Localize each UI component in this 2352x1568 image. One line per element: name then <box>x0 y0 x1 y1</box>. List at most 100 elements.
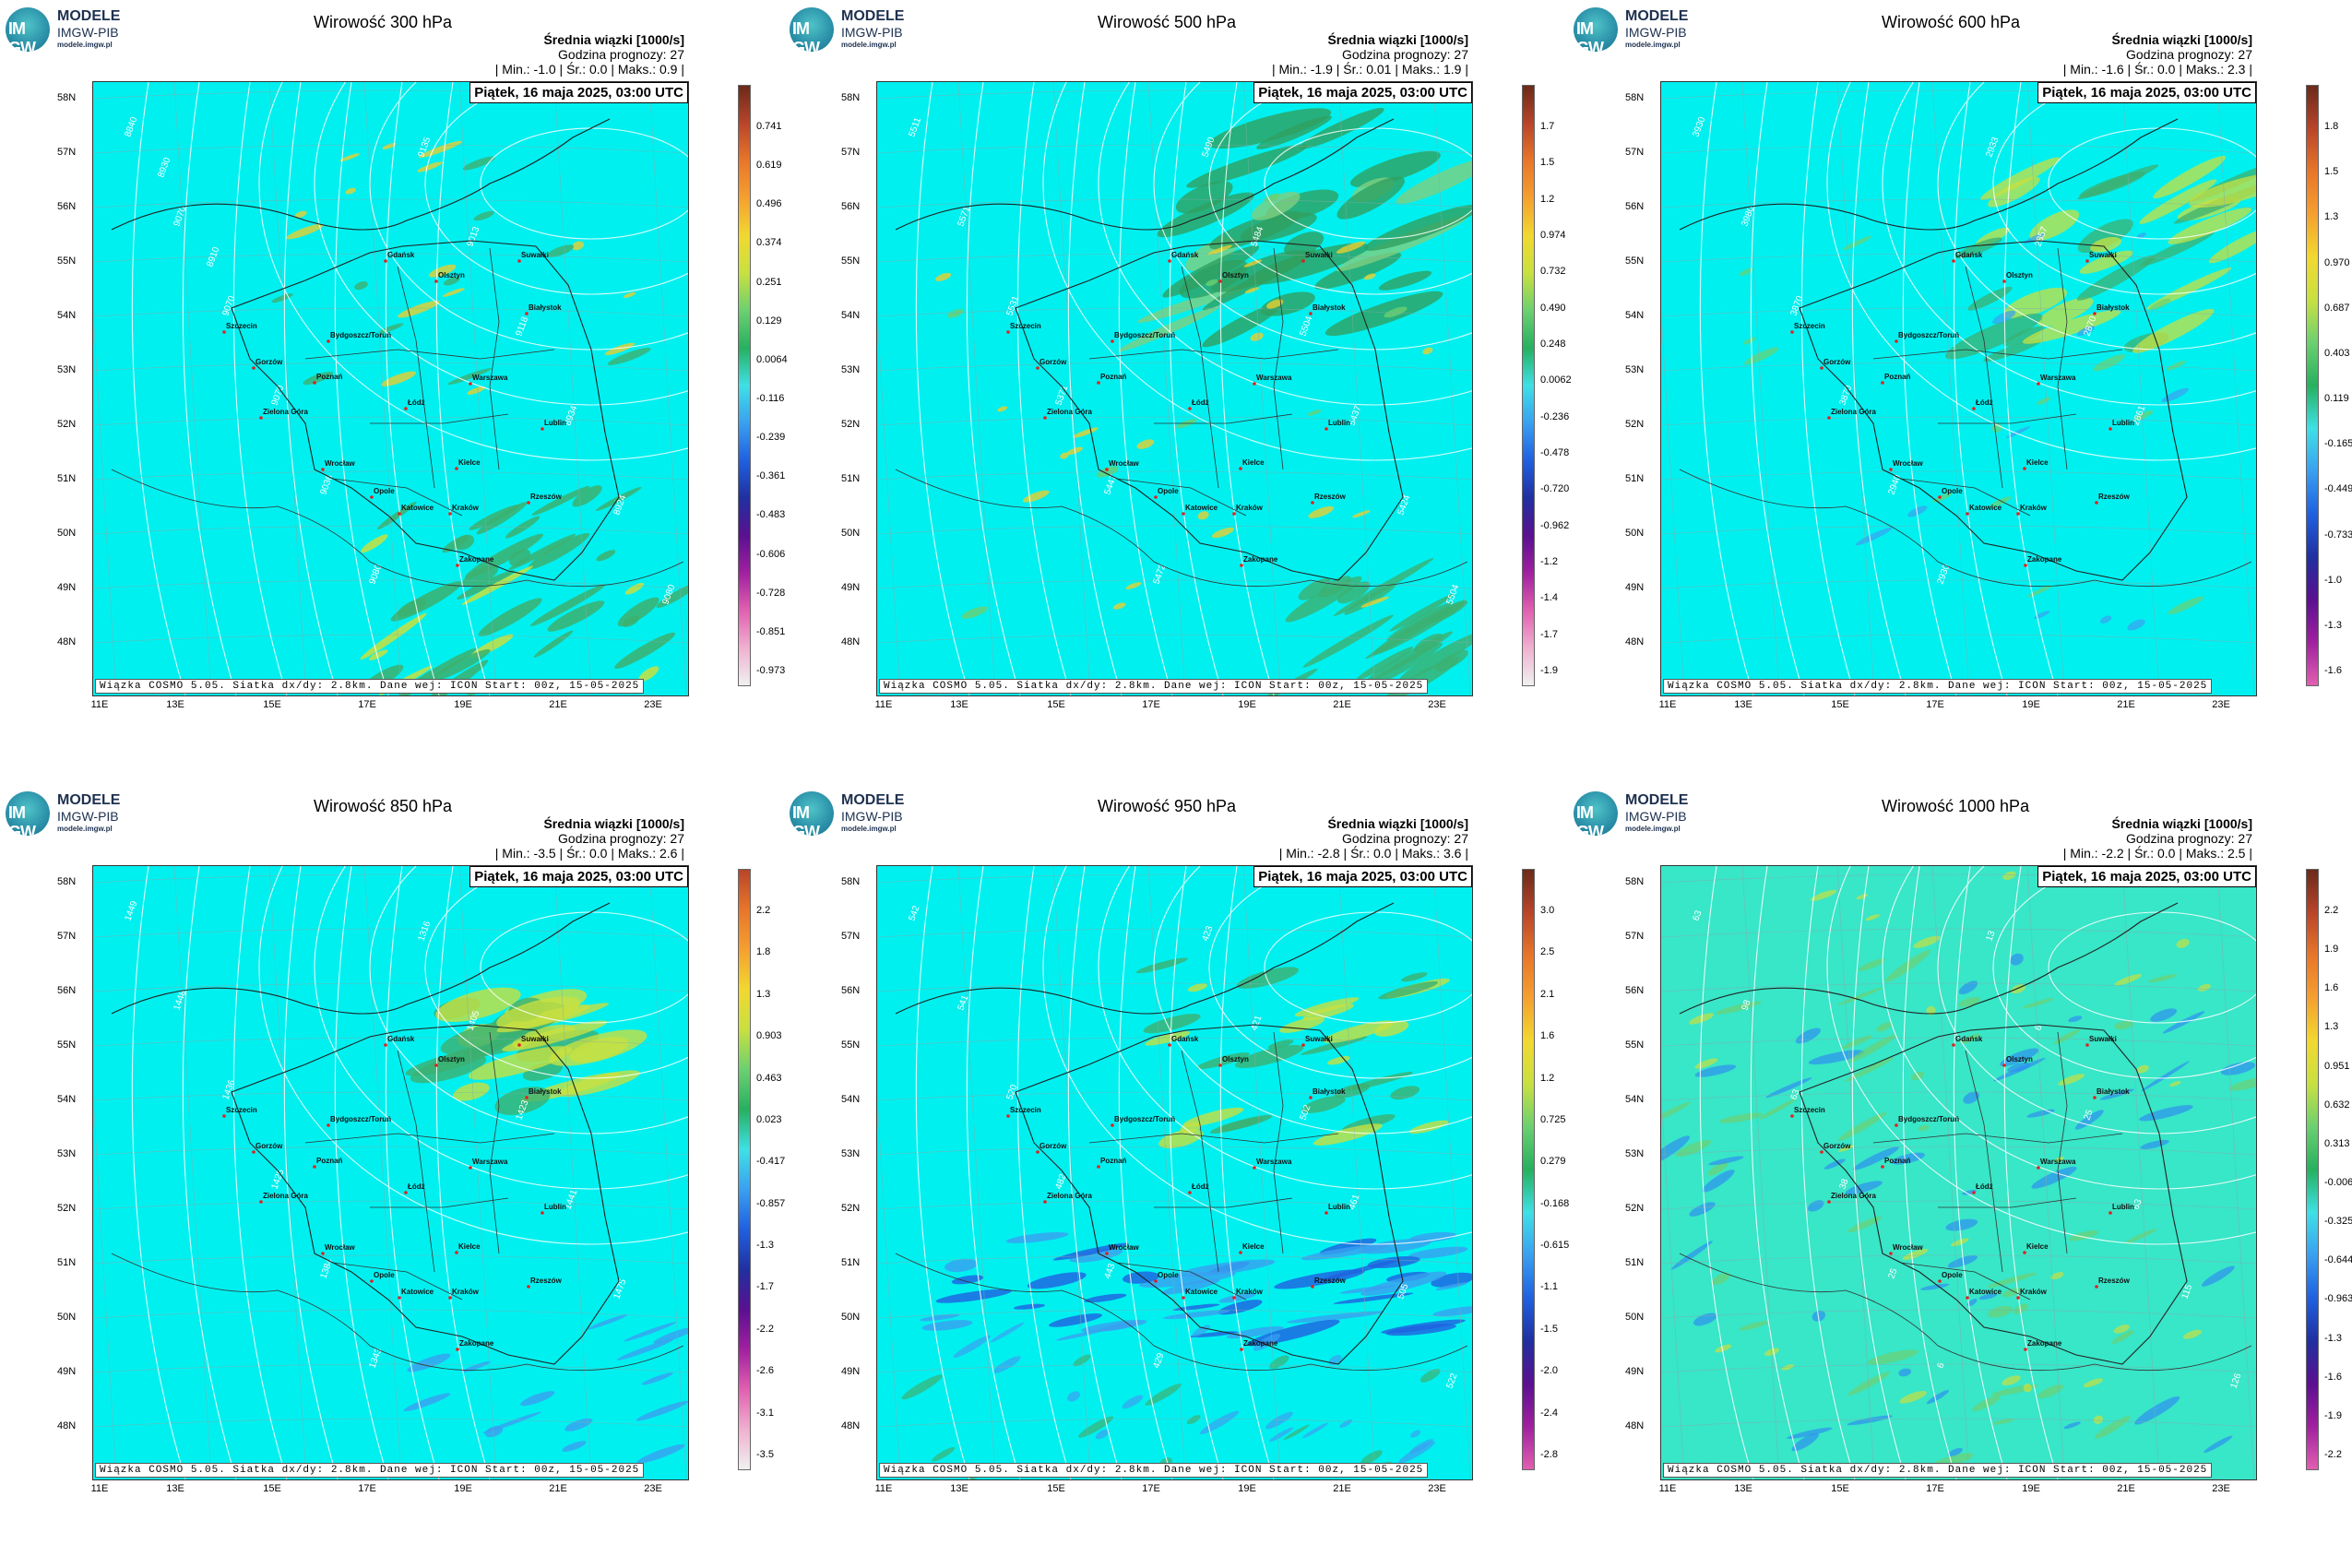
colorbar-tick: 1.8 <box>2324 121 2339 132</box>
vorticity-band <box>390 581 462 622</box>
city-marker <box>398 512 401 516</box>
vorticity-band <box>1408 1246 1468 1259</box>
city-label: Opole <box>1942 1271 1963 1279</box>
vorticity-band <box>1708 1156 1744 1166</box>
city-label: Katowice <box>1969 504 2002 512</box>
city-marker <box>456 1348 459 1351</box>
latitude-label: 51N <box>841 473 861 484</box>
vorticity-band <box>1145 1030 1191 1046</box>
colorbar-tick: 1.3 <box>2324 1021 2339 1033</box>
vorticity-band <box>1294 997 1360 1017</box>
latitude-label: 54N <box>1625 310 1645 321</box>
vorticity-band <box>1431 600 1468 623</box>
city-label: Gdańsk <box>387 1035 415 1043</box>
colorbar-tick: 0.490 <box>1540 302 1566 314</box>
vorticity-band <box>953 1335 991 1359</box>
logo-text: MODELE IMGW-PIB modele.imgw.pl <box>1625 9 1688 49</box>
vorticity-band <box>1095 1429 1110 1440</box>
latitude-label: 55N <box>57 255 77 267</box>
latitude-label: 58N <box>1625 92 1645 103</box>
vorticity-band <box>636 1443 685 1464</box>
country-borders <box>1679 902 2252 1372</box>
vorticity-band <box>2114 974 2143 986</box>
colorbar-tick: 1.6 <box>2324 982 2339 994</box>
vorticity-band <box>1299 107 1384 149</box>
latitude-label: 49N <box>57 582 77 593</box>
vorticity-band <box>1363 273 1376 280</box>
city-label: Opole <box>1158 487 1179 495</box>
vorticity-band <box>2176 938 2190 948</box>
imgw-logo-icon: IM GW <box>1574 791 1618 836</box>
latitude-label: 57N <box>841 931 861 942</box>
city-label: Suwałki <box>2089 251 2117 259</box>
city-label: Gdańsk <box>1171 251 1199 259</box>
vorticity-band <box>1072 427 1099 438</box>
colorbar-tick: 0.0064 <box>756 353 788 365</box>
forecast-hour: Godzina prognozy: 27 <box>1342 831 1468 846</box>
valid-time: Piątek, 16 maja 2025, 03:00 UTC <box>1253 82 1472 103</box>
city-label: Suwałki <box>521 1035 549 1043</box>
vorticity-band <box>596 550 616 562</box>
vorticity-band <box>2010 953 2024 966</box>
baltic-coast <box>1679 118 2179 231</box>
vorticity-band <box>2083 1378 2104 1388</box>
vorticity-band <box>1302 1004 1355 1021</box>
baltic-coast <box>895 902 1395 1015</box>
vorticity-band <box>1081 1319 1147 1333</box>
vorticity-band <box>1319 576 1352 598</box>
vorticity-band <box>935 1289 1012 1303</box>
colorbar-tick: -0.963 <box>2324 1293 2352 1305</box>
colorbar-tick: 0.951 <box>2324 1060 2350 1072</box>
vorticity-band <box>1715 1001 1762 1015</box>
colorbar-tick: -1.6 <box>2324 665 2342 676</box>
vorticity-band <box>2134 410 2154 421</box>
latitude-label: 58N <box>1625 876 1645 887</box>
vorticity-band <box>1163 1310 1230 1320</box>
city-marker <box>1105 1252 1109 1255</box>
imgw-logo: IM GW MODELE IMGW-PIB modele.imgw.pl <box>1574 7 1758 53</box>
stats-line: | Min.: -1.0 | Śr.: 0.0 | Maks.: 0.9 | <box>494 62 684 77</box>
city-label: Olsztyn <box>1222 1055 1249 1063</box>
city-marker <box>1952 1043 1955 1047</box>
vorticity-band <box>453 1082 490 1101</box>
city-label: Wrocław <box>1893 459 1924 468</box>
vorticity-band <box>339 153 360 161</box>
city-label: Szczecin <box>1794 1106 1825 1114</box>
longitude-label: 13E <box>1734 699 1752 710</box>
vorticity-band <box>1992 310 2016 325</box>
vorticity-band <box>1396 158 1472 205</box>
stat-min-label: | Min.: <box>2062 62 2098 77</box>
city-marker <box>2085 1043 2089 1047</box>
vorticity-band <box>1715 1344 1732 1353</box>
colorbar-tick: -0.615 <box>1540 1240 1570 1252</box>
baltic-coast <box>111 902 611 1015</box>
vorticity-band <box>1112 602 1126 610</box>
colorbar-tick: -1.7 <box>756 1281 774 1293</box>
colorbar-tick: 0.496 <box>756 198 782 210</box>
city-marker <box>525 1096 529 1099</box>
vorticity-band <box>2150 1008 2178 1022</box>
forecast-hour: Godzina prognozy: 27 <box>2126 47 2252 62</box>
latitude-label: 58N <box>57 876 77 887</box>
vorticity-band <box>1764 1348 1779 1357</box>
stat-min-label: | Min.: <box>2062 846 2098 861</box>
vorticity-band <box>1992 1419 2014 1425</box>
vorticity-band <box>1360 1450 1383 1465</box>
city-label: Kraków <box>2020 504 2048 512</box>
longitude-label: 23E <box>1428 1483 1446 1494</box>
city-marker <box>1111 1123 1114 1127</box>
vorticity-band <box>1327 1055 1350 1065</box>
vorticity-band <box>2162 1011 2205 1034</box>
city-label: Warszawa <box>1256 1158 1292 1166</box>
vorticity-band <box>1301 1243 1390 1261</box>
city-marker <box>1972 407 1976 410</box>
vorticity-band <box>2161 387 2190 403</box>
city-marker <box>2002 279 2006 283</box>
colorbar <box>2306 869 2319 1470</box>
country-borders <box>895 902 1468 1372</box>
city-marker <box>525 312 529 315</box>
vorticity-band <box>564 1418 593 1431</box>
logo-line3: modele.imgw.pl <box>1625 41 1681 49</box>
city-marker <box>2024 564 2027 567</box>
city-label: Gorzów <box>1823 1142 1851 1150</box>
